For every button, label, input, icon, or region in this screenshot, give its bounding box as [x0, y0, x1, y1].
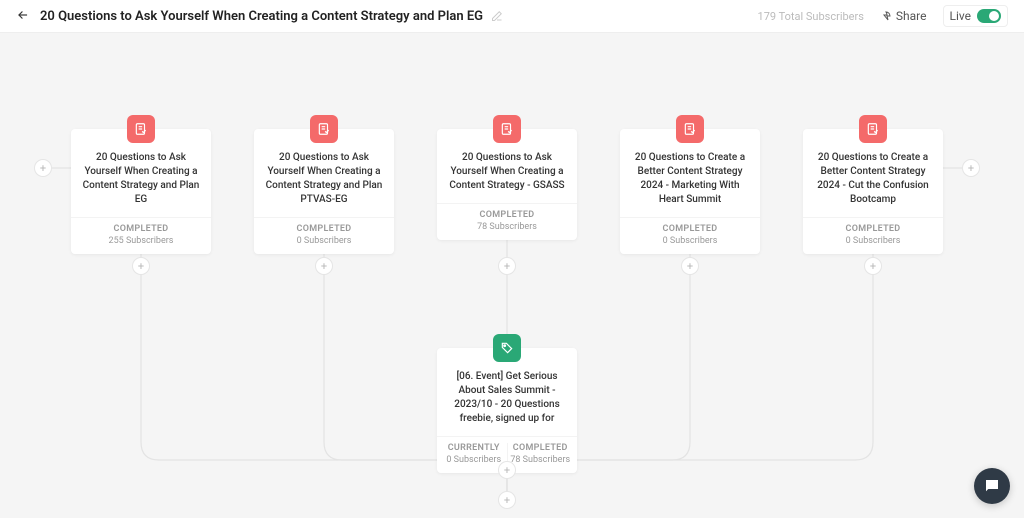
edit-icon[interactable]	[491, 7, 503, 26]
add-step-button[interactable]: +	[498, 491, 516, 509]
completed-value: 0 Subscribers	[624, 236, 756, 246]
toggle-switch[interactable]	[977, 9, 1001, 23]
form-card[interactable]: 20 Questions to Ask Yourself When Creati…	[71, 129, 211, 254]
completed-value: 255 Subscribers	[75, 236, 207, 246]
help-chat-button[interactable]	[974, 468, 1010, 504]
live-toggle[interactable]: Live	[943, 5, 1008, 27]
share-button[interactable]: Share	[880, 9, 927, 23]
card-footer: COMPLETED 0 Subscribers	[620, 217, 760, 254]
add-step-button[interactable]: +	[315, 257, 333, 275]
subscriber-count: 179 Total Subscribers	[758, 10, 864, 23]
share-icon	[880, 10, 892, 22]
completed-value: 78 Subscribers	[441, 222, 573, 232]
form-card[interactable]: 20 Questions to Create a Better Content …	[803, 129, 943, 254]
toggle-knob	[989, 11, 999, 21]
card-footer: COMPLETED 0 Subscribers	[254, 217, 394, 254]
live-label: Live	[950, 9, 971, 23]
add-step-button[interactable]: +	[498, 257, 516, 275]
form-card[interactable]: 20 Questions to Ask Yourself When Creati…	[254, 129, 394, 254]
add-entry-left-button[interactable]: +	[34, 159, 52, 177]
form-icon	[127, 115, 155, 143]
completed-label: COMPLETED	[441, 210, 573, 220]
header-bar: 20 Questions to Ask Yourself When Creati…	[0, 0, 1024, 33]
header-right: 179 Total Subscribers Share Live	[758, 5, 1008, 27]
completed-value: 78 Subscribers	[508, 455, 574, 465]
card-footer: COMPLETED 255 Subscribers	[71, 217, 211, 254]
completed-label: COMPLETED	[807, 224, 939, 234]
add-step-button[interactable]: +	[498, 461, 516, 479]
automation-canvas[interactable]: 20 Questions to Ask Yourself When Creati…	[0, 33, 1024, 518]
form-icon	[310, 115, 338, 143]
add-entry-right-button[interactable]: +	[962, 159, 980, 177]
currently-value: 0 Subscribers	[441, 455, 507, 465]
completed-label: COMPLETED	[624, 224, 756, 234]
completed-value: 0 Subscribers	[807, 236, 939, 246]
currently-label: CURRENTLY	[441, 443, 507, 453]
tag-icon	[493, 334, 521, 362]
form-card[interactable]: 20 Questions to Ask Yourself When Creati…	[437, 129, 577, 240]
form-icon	[493, 115, 521, 143]
form-icon	[859, 115, 887, 143]
add-step-button[interactable]: +	[132, 257, 150, 275]
share-label: Share	[896, 9, 927, 23]
page-title: 20 Questions to Ask Yourself When Creati…	[40, 9, 483, 24]
completed-value: 0 Subscribers	[258, 236, 390, 246]
form-icon	[676, 115, 704, 143]
back-icon[interactable]	[16, 7, 30, 26]
form-card[interactable]: 20 Questions to Create a Better Content …	[620, 129, 760, 254]
card-footer: COMPLETED 78 Subscribers	[437, 203, 577, 240]
chat-icon	[983, 477, 1001, 495]
completed-label: COMPLETED	[258, 224, 390, 234]
tag-card[interactable]: [06. Event] Get Serious About Sales Summ…	[437, 348, 577, 473]
completed-label: COMPLETED	[75, 224, 207, 234]
add-step-button[interactable]: +	[681, 257, 699, 275]
completed-label: COMPLETED	[508, 443, 574, 453]
add-step-button[interactable]: +	[864, 257, 882, 275]
card-footer: COMPLETED 0 Subscribers	[803, 217, 943, 254]
